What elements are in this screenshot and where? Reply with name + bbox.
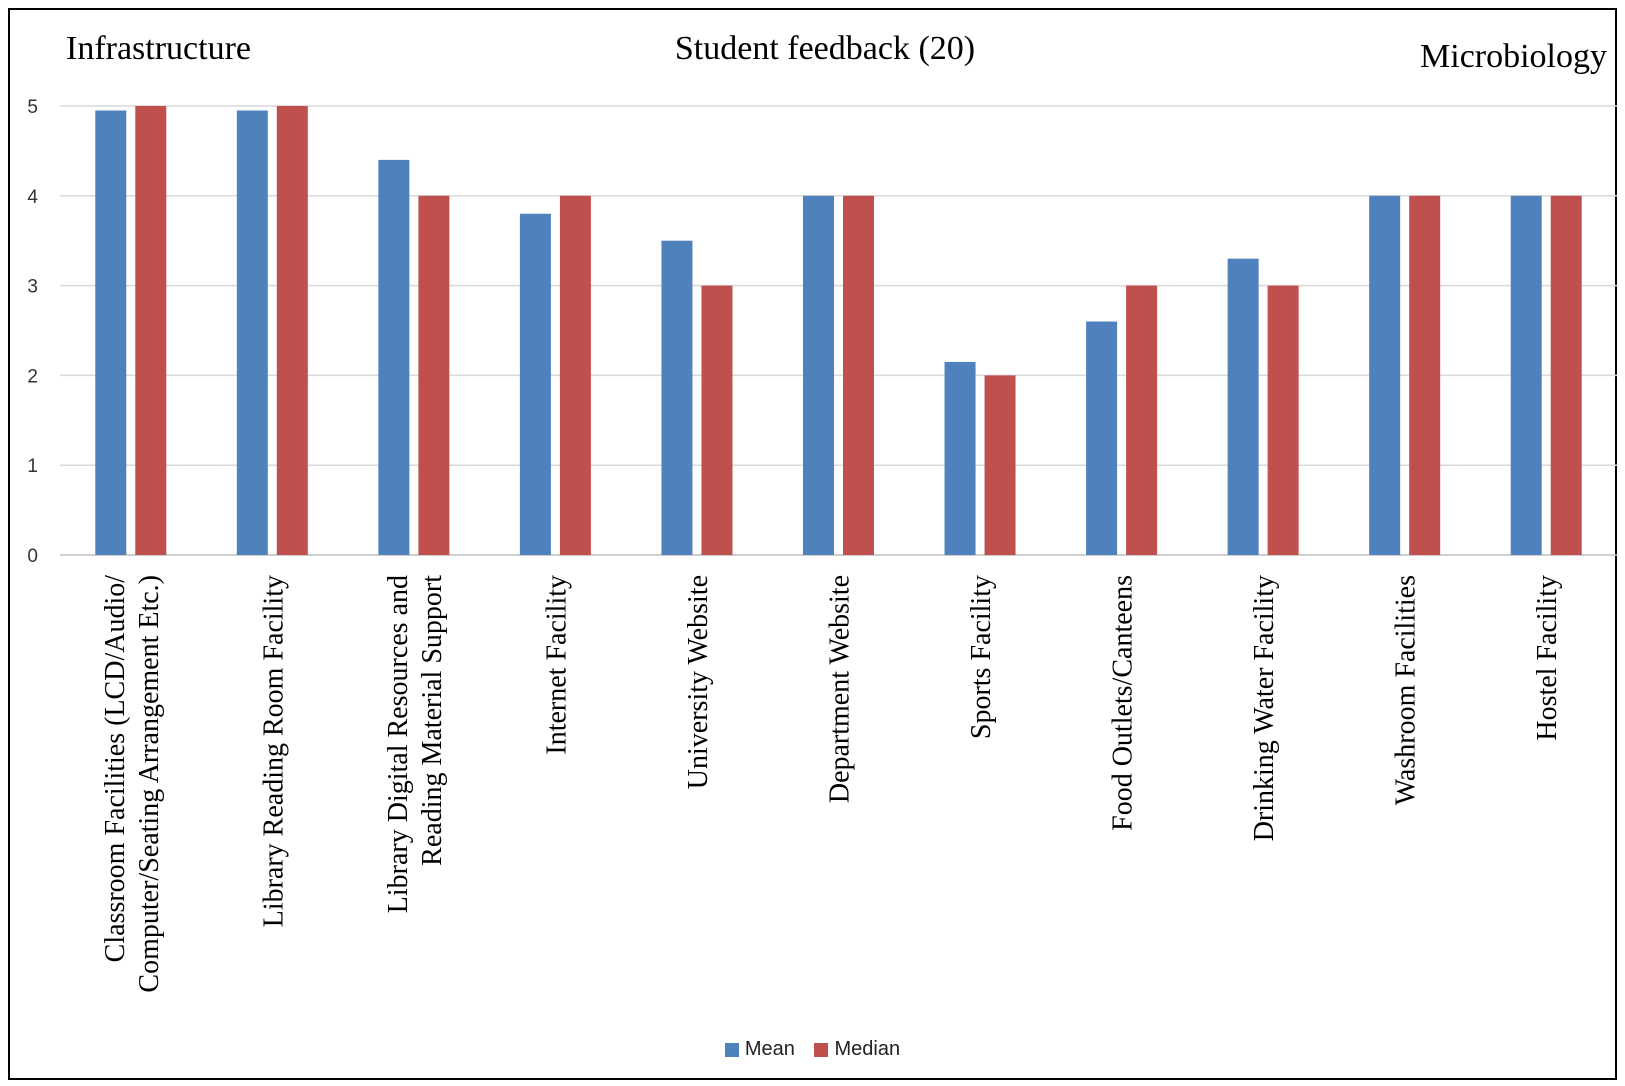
bar-mean-4 [519,213,551,555]
bar-mean-7 [944,361,976,555]
bar-median-5 [701,285,733,555]
x-tick-label: Sports Facility [966,575,997,739]
chart-title: Student feedback (20) [674,30,976,67]
legend-label-median: Median [834,1038,901,1060]
bar-mean-11 [1510,195,1542,556]
bar-median-6 [843,195,874,556]
bar-median-3 [418,195,450,556]
x-tick-label-line: Classroom Facilities (LCD/Audio/ [100,575,131,963]
bar-median-10 [1409,195,1441,556]
x-tick-label: Library Reading Room Facility [258,575,289,927]
legend-item-mean: Mean [724,1038,795,1061]
bar-mean-10 [1369,195,1401,556]
x-tick-label: Library Digital Resources and Reading Mat… [383,575,448,913]
x-tick-label-line: Sports Facility [966,575,997,739]
y-tick-label: 5 [27,97,38,118]
x-tick-label: Department Website [825,575,856,803]
x-tick-label: Food Outlets/Canteens [1108,575,1139,831]
bar-median-4 [559,195,591,556]
bar-median-9 [1267,285,1299,555]
bar-mean-3 [378,159,410,555]
x-tick-label: Washroom Facilities [1391,575,1422,805]
legend: Mean Median [0,1038,1625,1063]
bar-median-11 [1550,195,1582,556]
x-tick-label-line: Computer/Seating Arrangement Etc.) [134,575,165,993]
chart-section-title: Infrastructure [66,30,252,67]
bar-median-1 [135,106,167,555]
chart-frame [8,8,1617,1080]
y-tick-label: 1 [27,456,38,477]
x-tick-label-line: Department Website [825,575,856,803]
x-tick-label: University Website [683,575,714,789]
y-tick-label: 0 [27,546,38,567]
chart-department-title: Microbiology [1420,38,1607,75]
x-tick-label-line: Drinking Water Facility [1249,575,1280,841]
x-tick-label: Internet Facility [541,575,572,755]
bar-median-7 [984,375,1016,555]
x-tick-label-line: Internet Facility [541,575,572,755]
y-axis-ticks: 0 1 2 3 4 5 [27,97,38,567]
legend-item-median: Median [814,1038,900,1061]
x-tick-label-line: Library Reading Room Facility [258,575,289,927]
bar-mean-1 [95,110,127,556]
bar-median-8 [1126,285,1158,555]
gridlines [60,105,1617,556]
x-tick-label-line: Library Digital Resources and [383,575,414,913]
x-tick-label-line: Food Outlets/Canteens [1108,575,1139,831]
bar-median-2 [276,106,308,555]
bar-mean-5 [661,240,693,555]
y-tick-label: 4 [27,187,38,208]
y-tick-label: 3 [27,277,38,298]
x-tick-label-line: Hostel Facility [1532,575,1563,741]
legend-swatch-mean [724,1042,739,1057]
legend-swatch-median [814,1042,829,1057]
bars [95,106,1582,556]
x-tick-label-line: Reading Material Support [417,575,448,866]
x-tick-label-line: Washroom Facilities [1391,575,1422,805]
bar-mean-9 [1227,258,1259,555]
y-tick-label: 2 [27,366,38,387]
bar-mean-8 [1086,321,1118,555]
x-tick-label-line: University Website [683,575,714,789]
legend-label-mean: Mean [744,1038,795,1060]
bar-mean-6 [803,195,834,556]
x-axis-labels: Classroom Facilities (LCD/Audio/Computer… [100,575,1563,993]
x-tick-label: Drinking Water Facility [1249,575,1280,841]
x-tick-label: Hostel Facility [1532,575,1563,741]
x-tick-label: Classroom Facilities (LCD/Audio/Computer… [100,575,165,993]
bar-mean-2 [236,110,268,556]
